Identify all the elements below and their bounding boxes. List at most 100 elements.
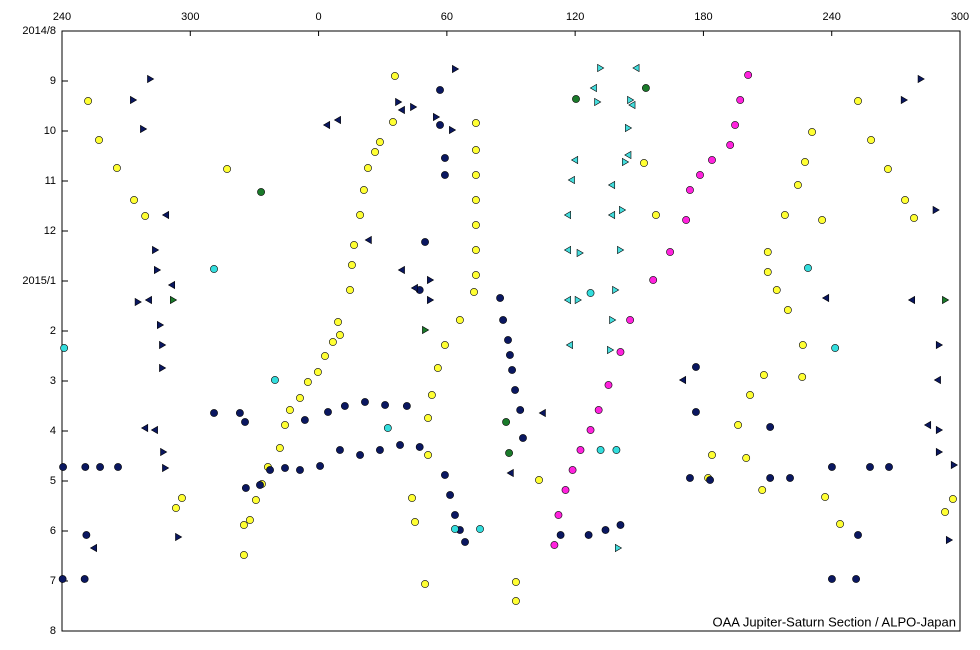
point: [652, 211, 660, 219]
point: [628, 100, 636, 110]
point: [314, 368, 322, 376]
y-tick-label: 10: [44, 125, 56, 137]
y-tick-label: 2014/8: [22, 25, 56, 37]
point: [328, 338, 337, 346]
point: [424, 451, 432, 459]
point: [622, 157, 630, 167]
point: [708, 156, 716, 164]
point: [596, 446, 605, 454]
point: [340, 402, 349, 410]
point: [161, 210, 170, 220]
point: [594, 406, 603, 414]
point: [300, 416, 309, 424]
point: [114, 463, 122, 471]
point: [167, 280, 176, 290]
point: [612, 285, 620, 295]
point: [504, 336, 512, 344]
point: [907, 295, 916, 305]
point: [626, 316, 634, 324]
point: [616, 521, 625, 529]
point: [436, 86, 444, 94]
point: [804, 264, 812, 272]
point: [246, 516, 254, 524]
point: [356, 451, 364, 459]
point: [178, 494, 186, 502]
point: [901, 196, 909, 204]
x-tick-label: 300: [181, 11, 199, 23]
point: [818, 216, 826, 224]
point: [821, 293, 830, 303]
point: [742, 454, 751, 462]
point: [910, 214, 918, 222]
point: [410, 283, 418, 293]
point: [607, 180, 616, 190]
point: [223, 165, 231, 173]
point: [535, 476, 543, 484]
point: [798, 373, 807, 381]
point: [731, 121, 739, 129]
point: [607, 345, 615, 355]
point: [296, 466, 304, 474]
point: [866, 463, 874, 471]
point: [321, 352, 329, 360]
point: [336, 331, 344, 339]
point: [472, 271, 480, 279]
point: [140, 423, 149, 433]
point: [396, 441, 404, 449]
point: [570, 155, 579, 165]
point: [649, 276, 658, 284]
point: [499, 316, 507, 324]
point: [210, 265, 218, 273]
point: [563, 245, 571, 255]
point: [941, 508, 949, 516]
point: [389, 118, 397, 126]
point: [508, 366, 516, 374]
x-tick-label: 0: [316, 11, 322, 23]
point: [160, 447, 168, 457]
point: [604, 381, 613, 389]
point: [476, 525, 484, 533]
point: [162, 463, 170, 473]
point: [451, 525, 459, 533]
point: [333, 115, 341, 125]
point: [275, 444, 284, 452]
point: [640, 159, 648, 167]
point: [950, 460, 958, 470]
point: [408, 494, 416, 502]
point: [241, 418, 249, 426]
point: [240, 551, 248, 559]
point: [113, 164, 121, 172]
point: [427, 295, 435, 305]
point: [89, 543, 97, 553]
point: [96, 463, 104, 471]
point: [82, 531, 91, 539]
point: [505, 449, 513, 457]
point: [736, 96, 745, 104]
point: [376, 138, 384, 146]
point: [397, 105, 405, 115]
point: [786, 474, 794, 482]
point: [271, 376, 279, 384]
point: [391, 72, 399, 80]
point: [346, 286, 354, 294]
point: [506, 351, 514, 359]
point: [383, 424, 392, 432]
point: [554, 511, 563, 519]
point: [361, 398, 369, 406]
plot-frame: [61, 30, 961, 632]
point: [821, 493, 829, 501]
point: [576, 446, 585, 454]
point: [935, 425, 944, 435]
point: [854, 97, 862, 105]
point: [376, 446, 384, 454]
point: [586, 289, 595, 297]
point: [746, 391, 754, 399]
point: [619, 205, 627, 215]
point: [395, 97, 403, 107]
point: [568, 466, 577, 474]
point: [512, 597, 520, 605]
point: [831, 344, 840, 352]
point: [945, 535, 954, 545]
point: [607, 210, 616, 220]
